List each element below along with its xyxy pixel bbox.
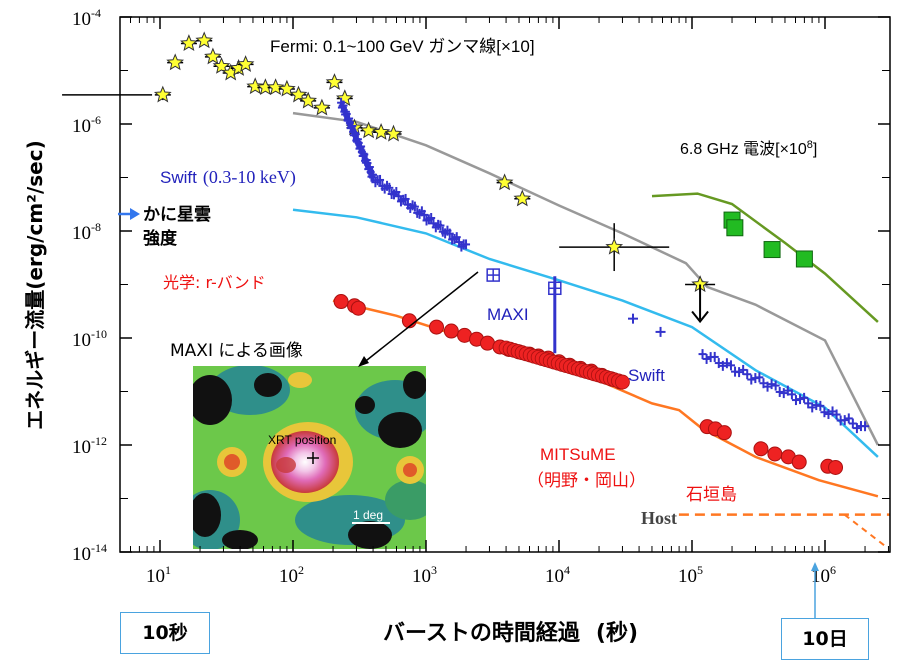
- optical-point: [443, 323, 459, 339]
- y-tick-label: 10-8: [72, 220, 101, 244]
- fermi-point: [236, 55, 255, 72]
- x-axis-label: バーストの時間経過 (秒): [383, 620, 638, 646]
- optical-point: [753, 441, 769, 457]
- fermi-point: [495, 173, 514, 191]
- x-tick-label: 102: [279, 563, 304, 587]
- y-tick-label: 10-14: [72, 541, 107, 565]
- fermi-point: [299, 91, 318, 109]
- y-tick-label: 10-6: [72, 113, 101, 137]
- fermi-point: [278, 79, 296, 97]
- x-tick-label: 104: [545, 563, 570, 587]
- fermi-point: [153, 85, 172, 103]
- ten-days-box: 10日: [781, 618, 869, 660]
- upper-limit-head: [691, 310, 709, 324]
- y-tick-label: 10-12: [72, 434, 107, 458]
- ten-seconds-box: 10秒: [120, 612, 210, 654]
- optical-point: [615, 374, 630, 390]
- fermi-point: [325, 73, 344, 90]
- host-label: Host: [641, 508, 677, 528]
- y-axis-label: エネルギー流量(erg/cm²/sec): [23, 140, 47, 429]
- optical-point: [333, 294, 349, 310]
- axis-ticks: 101 102 103 104 105 10610-410-610-810-1010-12…: [72, 6, 890, 587]
- optical-point: [767, 446, 783, 462]
- maxi-image-title: MAXI による画像: [170, 341, 303, 361]
- maxi-pointer-arrow: [358, 271, 479, 367]
- fermi-point: [372, 123, 391, 140]
- ishigaki-label: 石垣島: [686, 485, 737, 505]
- crab-arrow: [118, 208, 140, 220]
- scale-bar-label: 1 deg: [353, 508, 383, 522]
- x-tick-label: 105: [678, 563, 703, 587]
- fermi-point: [204, 47, 222, 65]
- ten-day-pointer: [811, 562, 819, 618]
- data-marks: [62, 31, 870, 475]
- curve-cyan: [292, 208, 879, 458]
- swift-bottom-label: Swift: [628, 366, 665, 385]
- y-tick-label: 10-10: [72, 327, 107, 351]
- optical-point: [716, 425, 732, 441]
- fermi-point: [313, 98, 331, 116]
- radio-label: 6.8 GHz 電波[×108]: [680, 139, 817, 158]
- fermi-point: [513, 189, 532, 207]
- x-tick-label: 101: [146, 563, 171, 587]
- optical-label: 光学: r-バンド: [163, 273, 266, 292]
- radio-point: [763, 241, 781, 259]
- fermi-point: [266, 78, 285, 96]
- maxi-label: MAXI: [487, 305, 529, 324]
- optical-point: [429, 319, 445, 335]
- fermi-point: [166, 53, 185, 71]
- fermi-point: [180, 34, 198, 51]
- curve-gray: [292, 111, 880, 446]
- optical-point: [828, 459, 844, 475]
- fermi-point: [195, 31, 214, 49]
- crab-label-line1: かに星雲: [143, 205, 211, 225]
- crab-label-line2: 強度: [143, 228, 178, 249]
- y-tick-label: 10-4: [72, 6, 101, 30]
- optical-point: [479, 335, 495, 351]
- swift-top-label: Swift (0.3-10 keV): [160, 167, 296, 188]
- fermi-point: [605, 237, 624, 255]
- radio-point: [795, 250, 813, 268]
- fermi-label: Fermi: 0.1~100 GeV ガンマ線[×10]: [270, 37, 535, 56]
- fermi-point: [212, 56, 231, 74]
- optical-point: [350, 300, 366, 316]
- fermi-point: [246, 77, 265, 95]
- curve-green: [651, 192, 879, 323]
- x-tick-label: 103: [412, 563, 437, 587]
- radio-point: [726, 219, 744, 237]
- fermi-point: [359, 121, 378, 139]
- maxi-image: XRT position 1 deg: [193, 366, 426, 549]
- host-subtracted-line: [843, 513, 886, 547]
- mitsume-label-line2: （明野・岡山）: [527, 471, 646, 491]
- fermi-point: [384, 124, 403, 142]
- optical-point: [791, 454, 807, 470]
- mitsume-label-line1: MITSuME: [540, 445, 616, 464]
- xrt-position-label: XRT position: [268, 433, 336, 447]
